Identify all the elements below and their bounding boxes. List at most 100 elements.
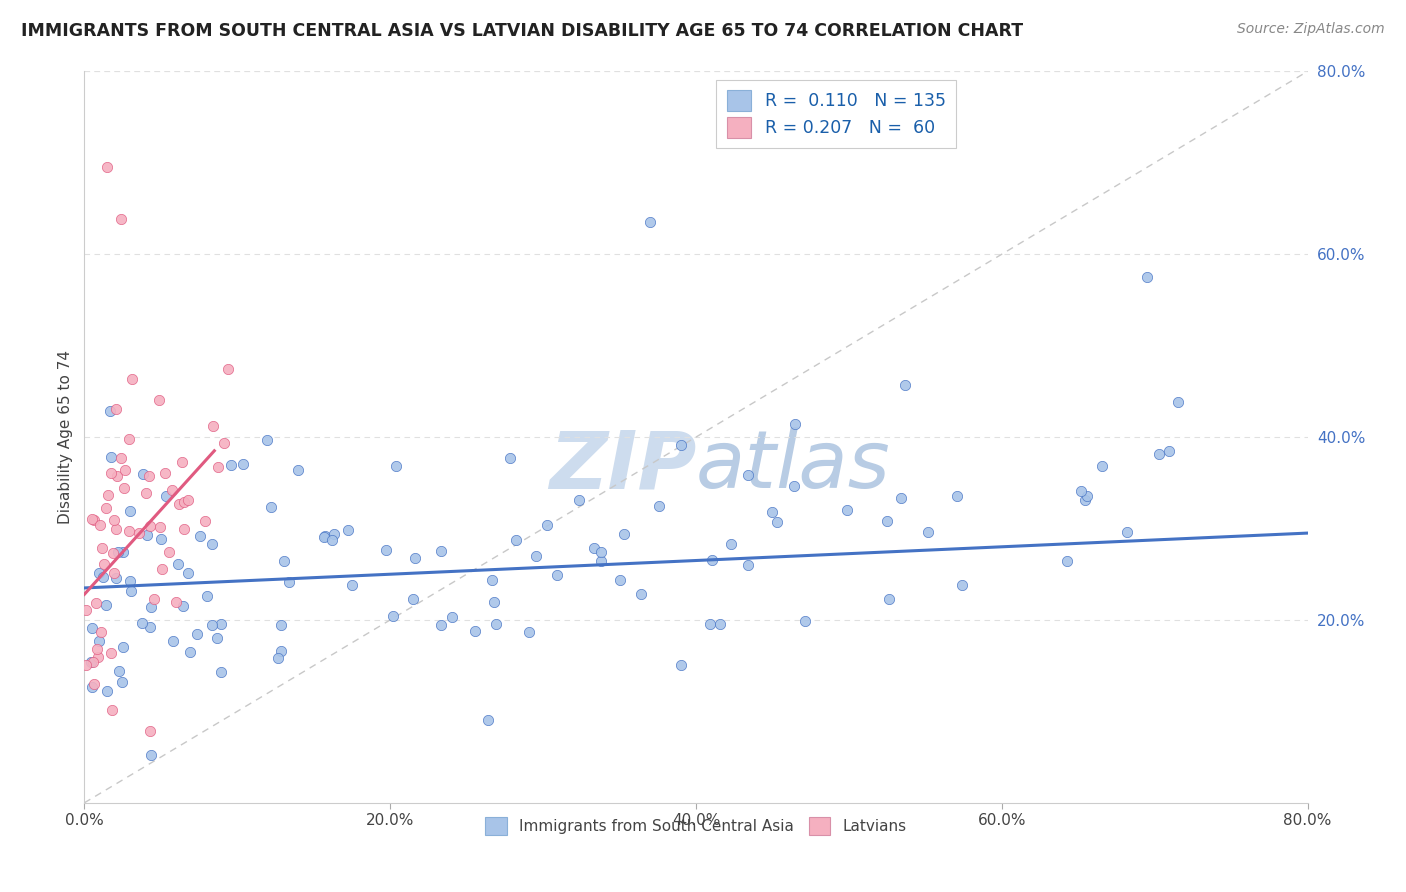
Point bbox=[131, 616, 153, 631]
Point bbox=[118, 524, 141, 538]
Point bbox=[111, 544, 134, 558]
Point bbox=[568, 493, 591, 508]
Point bbox=[179, 644, 201, 658]
Point bbox=[484, 617, 506, 632]
Point bbox=[209, 617, 232, 632]
Point bbox=[87, 566, 110, 580]
Y-axis label: Disability Age 65 to 74: Disability Age 65 to 74 bbox=[58, 350, 73, 524]
Point bbox=[384, 459, 406, 474]
Point bbox=[186, 626, 208, 640]
Point bbox=[157, 545, 180, 559]
Point bbox=[893, 378, 915, 392]
Point bbox=[121, 371, 143, 385]
Point bbox=[766, 515, 789, 529]
Point bbox=[536, 518, 558, 533]
Point bbox=[524, 549, 547, 563]
Point bbox=[103, 566, 125, 581]
Point bbox=[270, 618, 292, 632]
Point bbox=[173, 522, 195, 536]
Point bbox=[150, 532, 173, 546]
Point bbox=[207, 460, 229, 475]
Point bbox=[323, 527, 346, 541]
Point bbox=[946, 490, 969, 504]
Point bbox=[630, 587, 652, 601]
Point bbox=[1070, 483, 1092, 498]
Point bbox=[160, 483, 183, 498]
Point bbox=[876, 514, 898, 528]
Point bbox=[87, 650, 110, 665]
Point bbox=[464, 624, 486, 638]
Point bbox=[782, 478, 804, 492]
Point bbox=[96, 161, 118, 175]
Point bbox=[75, 603, 97, 617]
Point bbox=[107, 468, 129, 483]
Point bbox=[669, 438, 692, 452]
Point bbox=[94, 599, 117, 613]
Point bbox=[498, 450, 520, 465]
Point bbox=[270, 644, 292, 658]
Point bbox=[149, 519, 172, 533]
Point bbox=[794, 614, 817, 628]
Point bbox=[139, 620, 162, 634]
Point bbox=[1074, 493, 1097, 508]
Point bbox=[591, 544, 613, 558]
Point bbox=[314, 529, 336, 543]
Point bbox=[132, 467, 155, 481]
Point bbox=[277, 575, 299, 590]
Text: Source: ZipAtlas.com: Source: ZipAtlas.com bbox=[1237, 22, 1385, 37]
Point bbox=[114, 463, 136, 477]
Legend: Immigrants from South Central Asia, Latvians: Immigrants from South Central Asia, Latv… bbox=[478, 810, 914, 843]
Point bbox=[194, 514, 217, 528]
Point bbox=[83, 513, 105, 527]
Point bbox=[139, 519, 162, 533]
Point bbox=[108, 664, 131, 678]
Point bbox=[120, 584, 142, 599]
Point bbox=[90, 541, 112, 555]
Point bbox=[287, 463, 309, 477]
Point bbox=[1136, 270, 1159, 285]
Point bbox=[481, 574, 503, 588]
Point bbox=[177, 493, 200, 508]
Point bbox=[219, 458, 242, 472]
Point bbox=[1147, 447, 1170, 461]
Point bbox=[647, 500, 669, 514]
Point bbox=[374, 542, 396, 557]
Point bbox=[202, 418, 225, 433]
Point bbox=[104, 402, 127, 417]
Point bbox=[172, 599, 194, 613]
Point bbox=[256, 433, 278, 447]
Point bbox=[139, 723, 162, 738]
Point bbox=[165, 595, 187, 609]
Point bbox=[212, 435, 235, 450]
Point bbox=[118, 504, 141, 518]
Point bbox=[89, 634, 111, 648]
Text: IMMIGRANTS FROM SOUTH CENTRAL ASIA VS LATVIAN DISABILITY AGE 65 TO 74 CORRELATIO: IMMIGRANTS FROM SOUTH CENTRAL ASIA VS LA… bbox=[21, 22, 1024, 40]
Point bbox=[312, 530, 335, 544]
Point bbox=[148, 393, 170, 408]
Point bbox=[153, 467, 176, 481]
Point bbox=[835, 503, 858, 517]
Point bbox=[337, 523, 360, 537]
Point bbox=[142, 592, 165, 607]
Point bbox=[709, 617, 731, 632]
Point bbox=[135, 486, 157, 500]
Point bbox=[139, 747, 162, 762]
Point bbox=[105, 571, 128, 585]
Point bbox=[267, 651, 290, 665]
Point bbox=[118, 574, 141, 588]
Point bbox=[613, 527, 636, 541]
Point bbox=[136, 528, 159, 542]
Point bbox=[260, 500, 283, 514]
Point bbox=[201, 537, 224, 551]
Point bbox=[177, 566, 200, 581]
Point bbox=[783, 417, 806, 432]
Point bbox=[173, 495, 195, 509]
Point bbox=[138, 469, 160, 483]
Point bbox=[950, 578, 973, 592]
Point bbox=[104, 522, 127, 536]
Point bbox=[84, 596, 107, 610]
Point bbox=[1115, 525, 1137, 540]
Point bbox=[699, 616, 721, 631]
Point bbox=[1076, 489, 1098, 503]
Point bbox=[100, 450, 122, 465]
